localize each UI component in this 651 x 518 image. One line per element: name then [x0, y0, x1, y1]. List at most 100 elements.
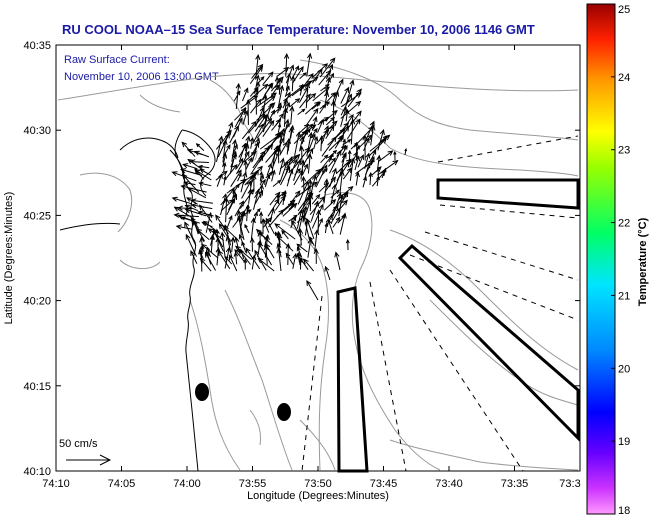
current-vector [193, 150, 210, 158]
current-vector [283, 52, 290, 77]
lane-line [389, 269, 524, 472]
current-vector [171, 196, 192, 205]
current-vector [334, 251, 341, 271]
current-vector [184, 221, 197, 247]
current-vector [321, 125, 330, 145]
current-vector [330, 207, 341, 223]
current-vector [223, 175, 227, 186]
marker-dot [195, 383, 209, 401]
lane-line [369, 281, 407, 472]
current-vector [244, 223, 250, 234]
isobath-contour [324, 192, 441, 471]
current-vector [223, 197, 230, 223]
current-vector [289, 105, 295, 125]
current-vector [236, 150, 250, 175]
current-vector [317, 118, 324, 133]
current-vector [332, 78, 344, 102]
x-tick-label: 73:3 [559, 478, 580, 490]
current-vector [224, 164, 238, 181]
colorbar-ticks: 18 19 20 21 22 23 24 25 [611, 3, 630, 517]
current-vector [346, 79, 355, 104]
x-axis: 74:10 74:05 74:00 73:55 73:50 73:45 73:40 73:35… [42, 45, 581, 490]
current-vector [277, 123, 282, 133]
current-vector [234, 236, 240, 253]
current-vector [245, 99, 251, 126]
current-vector [339, 212, 347, 235]
scale-arrow-head [99, 454, 112, 466]
current-vector [312, 86, 330, 102]
current-vector [238, 142, 247, 163]
current-vector [283, 84, 305, 102]
current-vector [213, 229, 224, 252]
current-vector [345, 238, 350, 251]
current-vector [234, 200, 244, 217]
current-vector [314, 229, 320, 252]
current-vector [229, 254, 238, 272]
chart-title: RU COOL NOAA–15 Sea Surface Temperature:… [62, 22, 535, 37]
current-vector [362, 176, 367, 188]
current-vector [342, 167, 353, 180]
current-vector [245, 247, 261, 270]
current-vector [261, 95, 276, 108]
colorbar-tick-label: 18 [618, 505, 630, 517]
current-vector [277, 84, 285, 108]
current-vector [328, 157, 336, 167]
current-vector [319, 57, 336, 78]
current-vector [230, 236, 236, 252]
current-vector [259, 174, 265, 186]
current-vector [262, 71, 274, 86]
current-vector [258, 242, 273, 266]
separation-zone [397, 243, 580, 442]
isobath-contour [279, 219, 329, 471]
current-vector [284, 85, 290, 97]
current-vector [249, 237, 255, 252]
x-tick-label: 73:35 [501, 478, 529, 490]
current-vector [302, 215, 310, 241]
colorbar [586, 3, 616, 515]
current-vector [357, 154, 364, 168]
current-vector [332, 216, 341, 228]
scale-label: 50 cm/s [59, 438, 98, 450]
lane-line [424, 231, 579, 281]
current-vector [299, 256, 309, 270]
current-vector [245, 156, 253, 170]
colorbar-label: Temperature (°C) [637, 217, 649, 306]
current-vector [315, 164, 328, 188]
current-vector [243, 258, 248, 270]
current-vector [315, 209, 322, 234]
current-vector [196, 228, 210, 241]
lane-line [439, 204, 579, 219]
current-vector [276, 235, 294, 252]
current-vector [180, 184, 207, 193]
current-vector [300, 159, 306, 180]
current-vector [309, 196, 326, 216]
current-vector [241, 180, 252, 199]
y-axis: 40:10 40:15 40:20 40:25 40:30 40:35 [23, 40, 580, 478]
current-vector [229, 150, 238, 175]
current-vector [263, 217, 273, 228]
current-vector [253, 188, 261, 210]
x-tick-label: 73:40 [435, 478, 463, 490]
current-vector [258, 143, 274, 163]
current-vector [271, 118, 282, 131]
current-vector [282, 202, 298, 217]
current-vector [292, 65, 300, 77]
current-vector [205, 211, 213, 233]
current-vector [335, 158, 352, 175]
isobath-contour [189, 299, 241, 471]
current-vector [244, 205, 250, 222]
current-vector [253, 88, 259, 115]
current-vector [217, 132, 230, 158]
current-vector [293, 159, 302, 181]
current-vector [250, 98, 262, 114]
current-vector [239, 188, 255, 209]
current-vector [307, 153, 313, 174]
current-vector [340, 86, 350, 104]
current-vector [305, 93, 317, 104]
current-vector [332, 90, 340, 108]
current-vector [257, 257, 275, 272]
current-vector [241, 120, 257, 140]
colorbar-tick-label: 25 [618, 4, 630, 16]
current-vector [313, 135, 319, 150]
current-vector [393, 150, 397, 161]
